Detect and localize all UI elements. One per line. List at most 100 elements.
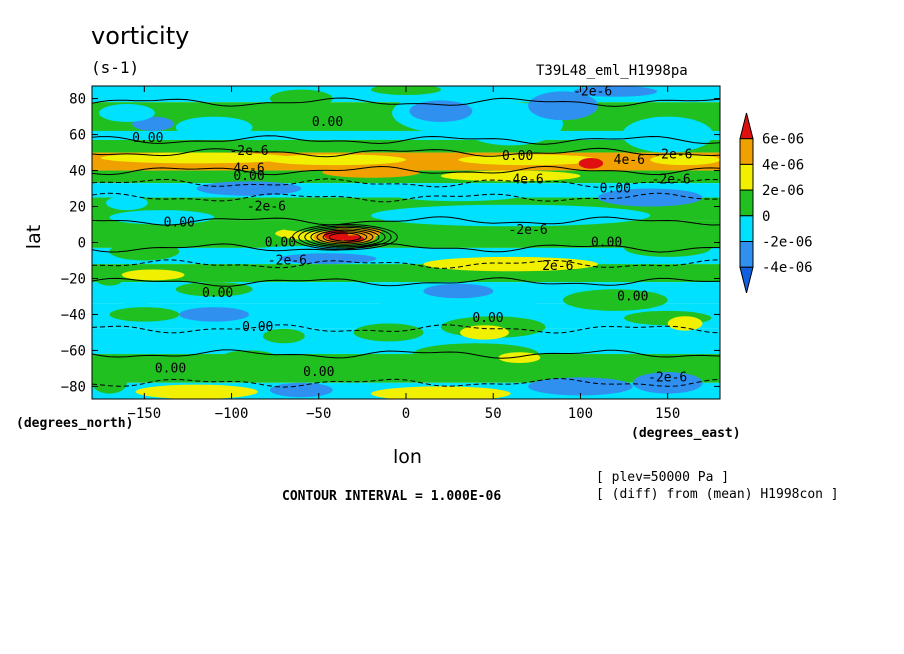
field-patch xyxy=(458,154,598,166)
colorbar-label: 6e-06 xyxy=(762,132,804,148)
contour-line xyxy=(92,192,720,203)
field-patch xyxy=(622,116,714,153)
contour-label: 0.00 xyxy=(312,115,343,130)
field-band xyxy=(92,264,720,283)
contour-label: 0.00 xyxy=(242,320,273,335)
run-name: T39L48_eml_H1998pa xyxy=(536,63,688,79)
y-tick-label: 0 xyxy=(78,236,86,252)
contour-label: -2e-6 xyxy=(653,147,692,162)
contour-label: 0.00 xyxy=(502,149,533,164)
y-tick-label: 40 xyxy=(69,164,86,180)
field-band xyxy=(92,233,720,248)
field-patch xyxy=(92,372,127,394)
contour-label: -2e-6 xyxy=(573,84,612,99)
field-patch xyxy=(460,325,509,340)
x-axis-label: lon xyxy=(393,446,422,468)
colorbar-label: 2e-06 xyxy=(762,183,804,199)
field-patch xyxy=(175,116,253,139)
field-patch xyxy=(105,195,148,211)
contour-label: -2e-6 xyxy=(268,253,307,268)
contour-label: 0.00 xyxy=(265,236,296,251)
contour-line xyxy=(322,231,368,244)
x-tick-label: 50 xyxy=(485,406,502,422)
contour-label: -2e-6 xyxy=(509,223,548,238)
colorbar-swatch xyxy=(739,112,754,140)
field-patch xyxy=(158,336,201,351)
field-patch xyxy=(179,307,249,322)
field-patch xyxy=(114,287,157,306)
y-tick-label: −60 xyxy=(61,343,86,359)
contour-label: -2e-6 xyxy=(648,370,687,385)
field-patch xyxy=(144,86,249,97)
contour-line xyxy=(92,243,720,253)
contour-line xyxy=(298,225,392,249)
contour-line xyxy=(92,216,720,226)
chart-title: vorticity xyxy=(91,22,190,50)
x-tick-label: −50 xyxy=(306,406,331,422)
field-patch xyxy=(440,170,581,182)
x-tick-label: 150 xyxy=(655,406,680,422)
contour-label: 0.00 xyxy=(303,365,334,380)
field-patch xyxy=(563,289,668,311)
field-patch xyxy=(578,157,604,169)
y-axis-units: (degrees_north) xyxy=(16,416,134,431)
field-patch xyxy=(423,283,494,299)
field-patch xyxy=(587,357,644,373)
field-patch xyxy=(221,350,277,365)
contour-line xyxy=(92,259,720,269)
pressure-level: [ plev=50000 Pa ] xyxy=(596,470,730,485)
contour-label: 4e-6 xyxy=(233,162,264,177)
contour-interval: CONTOUR INTERVAL = 1.000E-06 xyxy=(282,489,502,504)
contour-label: 0.00 xyxy=(233,169,264,184)
contour-label: 0.00 xyxy=(591,236,622,251)
x-axis-ticks: −150 −100 −50 0 50 100 150 xyxy=(127,86,680,422)
contour-line xyxy=(316,229,374,245)
contour-line xyxy=(92,147,720,158)
field-patch xyxy=(353,323,424,342)
field-patch xyxy=(388,186,529,202)
field-patch xyxy=(135,384,258,399)
field-patch xyxy=(597,188,703,207)
field-patch xyxy=(632,372,703,394)
field-band xyxy=(92,130,720,140)
field-patch xyxy=(409,100,473,122)
contour-label: 4e-6 xyxy=(614,153,645,168)
field-band xyxy=(92,139,720,153)
y-tick-label: 20 xyxy=(69,200,86,216)
contour-line xyxy=(310,228,380,246)
colorbar-label: 4e-06 xyxy=(762,157,804,173)
field-patch xyxy=(528,377,633,396)
colorbar-swatch xyxy=(739,138,754,165)
contour-line xyxy=(92,349,720,359)
y-axis-ticks: −80 −60 −40 −20 0 20 40 60 80 xyxy=(61,92,720,395)
colorbar-label: 0 xyxy=(762,209,770,225)
contour-label: 0.00 xyxy=(202,286,233,301)
contour-line xyxy=(92,165,720,176)
colorbar-label: -4e-06 xyxy=(762,260,813,276)
field-patch xyxy=(98,103,155,122)
colorbar-swatch xyxy=(739,215,754,243)
contour-label: 0.00 xyxy=(164,216,195,231)
contour-line xyxy=(292,224,398,251)
y-tick-label: 60 xyxy=(69,128,86,144)
field-patch xyxy=(650,154,720,166)
contour-label: 0.00 xyxy=(132,131,163,146)
field-patch xyxy=(266,154,406,166)
x-tick-label: 0 xyxy=(402,406,410,422)
field-patch xyxy=(624,238,712,257)
x-tick-label: −150 xyxy=(127,406,161,422)
x-tick-label: 100 xyxy=(568,406,593,422)
contour-line xyxy=(92,324,720,334)
field-patch xyxy=(207,330,256,342)
field-patch xyxy=(109,242,180,261)
plot-area: -2e-60.000.00-2e-6 0.00 4e-6 -2e-64e-60.00 4… xyxy=(92,84,720,399)
contour-label: 4e-6 xyxy=(512,173,543,188)
field-patch xyxy=(269,89,333,108)
field-patch xyxy=(196,181,302,196)
contour-line xyxy=(92,378,720,388)
contour-line xyxy=(92,97,720,107)
contour-label: 2e-6 xyxy=(542,259,573,274)
contour-line xyxy=(304,226,386,248)
contour-label: 0.00 xyxy=(617,289,648,304)
